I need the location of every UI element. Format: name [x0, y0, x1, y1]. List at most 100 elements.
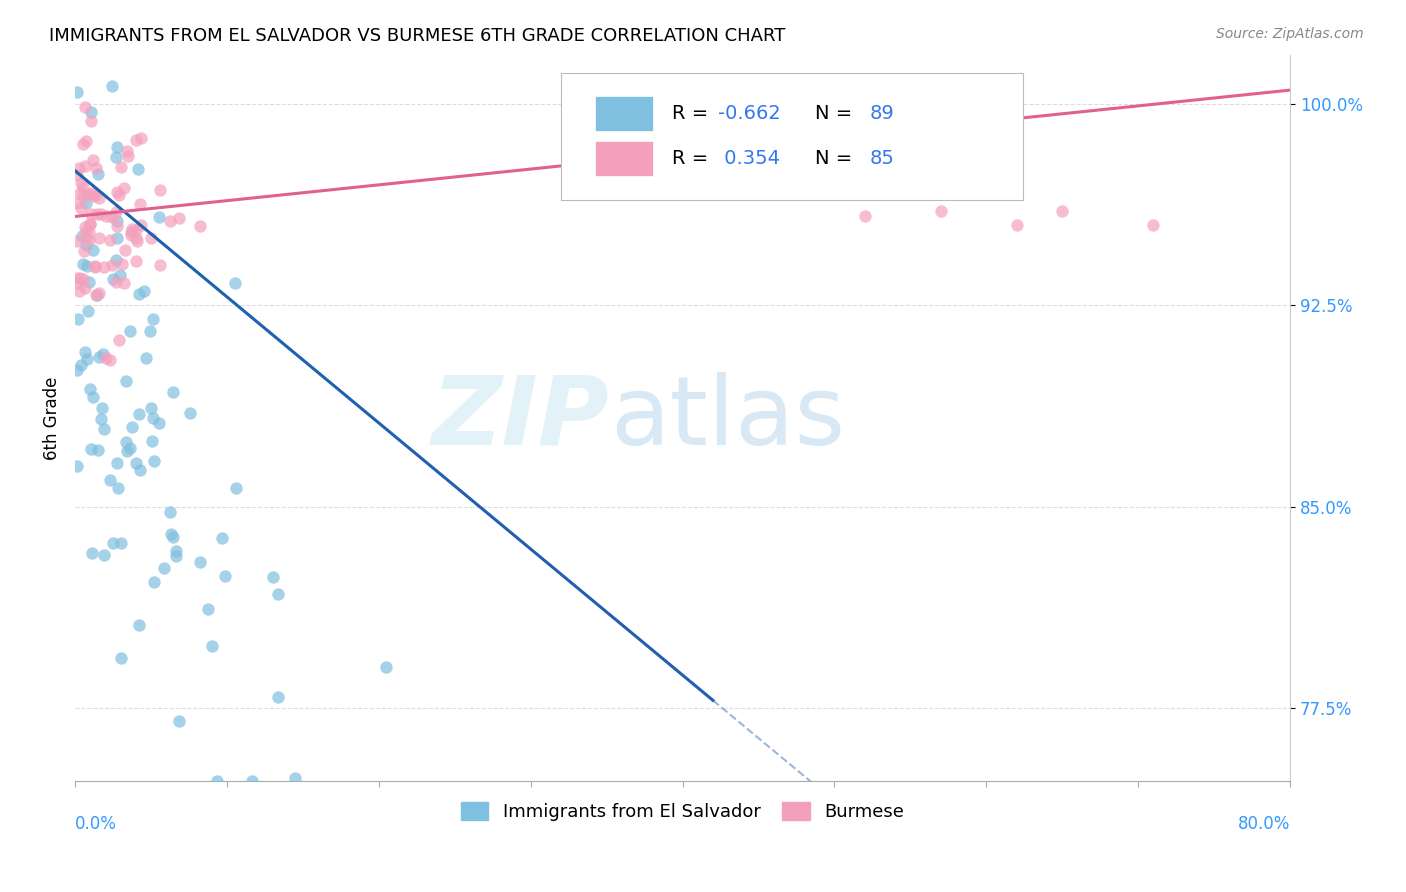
Point	[853, 210, 876, 224]
Point	[107, 334, 129, 348]
Point	[87, 350, 110, 364]
Point	[120, 225, 142, 239]
Point	[121, 221, 143, 235]
Point	[149, 258, 172, 272]
Point	[90, 207, 112, 221]
Point	[167, 714, 190, 728]
Text: Source: ZipAtlas.com: Source: ZipAtlas.com	[1216, 27, 1364, 41]
Point	[73, 220, 96, 235]
Point	[188, 555, 211, 569]
Point	[77, 226, 100, 240]
Point	[89, 191, 111, 205]
Point	[72, 189, 94, 203]
Point	[98, 473, 121, 487]
Point	[79, 442, 101, 457]
Point	[110, 268, 132, 283]
Point	[101, 258, 124, 272]
Point	[125, 223, 148, 237]
Point	[115, 144, 138, 158]
Point	[86, 207, 108, 221]
Point	[114, 243, 136, 257]
Point	[72, 257, 94, 271]
Point	[131, 131, 153, 145]
Point	[84, 288, 107, 302]
Point	[267, 586, 290, 600]
Point	[224, 277, 246, 291]
Point	[101, 211, 124, 225]
Point	[141, 312, 163, 326]
Point	[105, 204, 128, 219]
Point	[125, 133, 148, 147]
Point	[76, 304, 98, 318]
Point	[1005, 218, 1028, 232]
Point	[205, 774, 228, 789]
Point	[128, 197, 150, 211]
Point	[66, 362, 89, 376]
Point	[70, 358, 93, 372]
Text: 85: 85	[870, 149, 894, 168]
Point	[149, 183, 172, 197]
Point	[65, 271, 87, 285]
Point	[197, 601, 219, 615]
Point	[162, 530, 184, 544]
Point	[162, 384, 184, 399]
Point	[105, 231, 128, 245]
Point	[77, 233, 100, 247]
Point	[214, 568, 236, 582]
Point	[132, 285, 155, 299]
Point	[103, 535, 125, 549]
Point	[77, 275, 100, 289]
Point	[105, 185, 128, 199]
Point	[105, 456, 128, 470]
Text: IMMIGRANTS FROM EL SALVADOR VS BURMESE 6TH GRADE CORRELATION CHART: IMMIGRANTS FROM EL SALVADOR VS BURMESE 6…	[49, 27, 786, 45]
Text: N =: N =	[815, 103, 859, 123]
Point	[125, 456, 148, 470]
Point	[128, 618, 150, 632]
Point	[110, 160, 132, 174]
Point	[110, 535, 132, 549]
Point	[148, 211, 170, 225]
Point	[201, 639, 224, 653]
FancyBboxPatch shape	[561, 73, 1022, 201]
Point	[167, 211, 190, 225]
Point	[129, 219, 152, 233]
FancyBboxPatch shape	[595, 95, 654, 130]
Text: 80.0%: 80.0%	[1237, 815, 1291, 833]
Text: 0.0%: 0.0%	[75, 815, 117, 833]
Point	[82, 153, 104, 167]
Text: 0.354: 0.354	[718, 149, 780, 168]
Point	[262, 570, 284, 584]
Point	[103, 271, 125, 285]
Point	[125, 234, 148, 248]
Point	[139, 324, 162, 338]
Point	[115, 374, 138, 388]
Point	[79, 217, 101, 231]
Point	[115, 444, 138, 458]
Point	[72, 180, 94, 194]
Point	[87, 443, 110, 458]
Point	[80, 114, 103, 128]
Point	[98, 353, 121, 368]
Point	[84, 161, 107, 175]
Point	[105, 219, 128, 233]
Point	[127, 162, 149, 177]
Point	[82, 244, 104, 258]
Text: N =: N =	[815, 149, 859, 168]
Point	[69, 202, 91, 216]
Point	[75, 134, 97, 148]
Point	[87, 167, 110, 181]
Point	[117, 149, 139, 163]
Point	[79, 217, 101, 231]
Point	[90, 401, 112, 416]
Point	[65, 168, 87, 182]
Point	[70, 176, 93, 190]
Point	[124, 230, 146, 244]
Text: R =: R =	[672, 149, 714, 168]
Text: -0.662: -0.662	[718, 103, 780, 123]
Point	[142, 411, 165, 425]
Point	[929, 204, 952, 219]
Point	[124, 254, 146, 268]
Point	[86, 287, 108, 301]
Point	[153, 561, 176, 575]
Point	[65, 234, 87, 248]
